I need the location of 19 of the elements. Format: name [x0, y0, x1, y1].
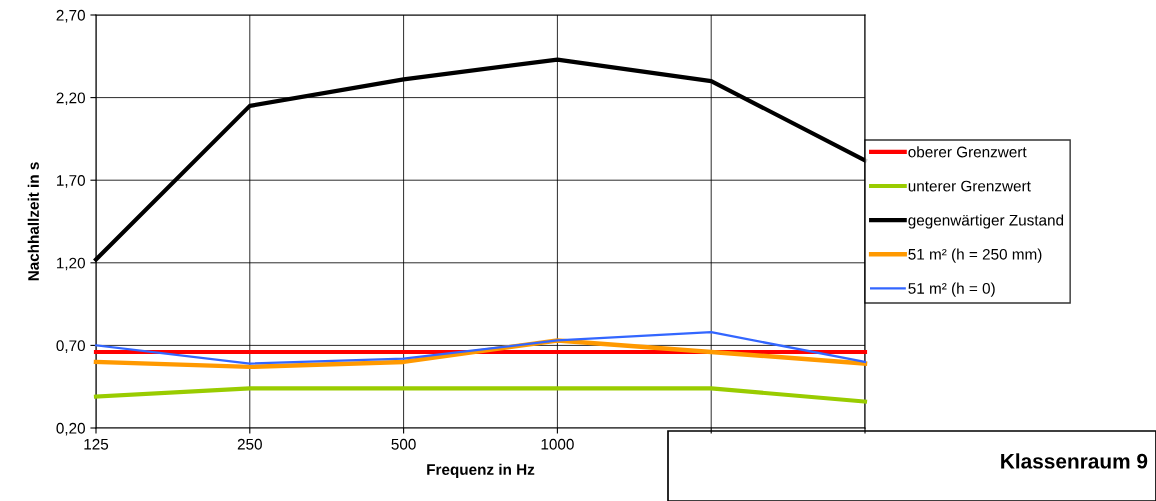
legend-label: gegenwärtiger Zustand — [908, 214, 1064, 229]
y-tick-label: 2,20 — [56, 92, 85, 106]
text: Klassenraum 9 — [1001, 453, 1148, 469]
y-tick-label: 1,20 — [57, 257, 85, 271]
y-tick-label: 0,20 — [56, 422, 85, 436]
line-series — [93, 338, 868, 370]
y-axis-title: Nachhallzeit in s — [27, 162, 39, 281]
x-axis-title: Frequenz in Hz — [427, 463, 535, 479]
y-tick-label: 0,70 — [56, 340, 85, 353]
legend-label: 51 m² (h = 0) — [908, 282, 995, 297]
x-tick-label: 125 — [84, 438, 109, 450]
x-tick-label: 500 — [391, 438, 416, 450]
legend-label: unterer Grenzwert — [908, 180, 1031, 192]
y-tick-label: 2,70 — [56, 9, 85, 23]
x-tick-label: 250 — [237, 438, 262, 450]
legend-label: oberer Grenzwert — [908, 146, 1027, 158]
x-tick-label: 1000 — [541, 438, 574, 450]
legend-label: 51 m² (h = 250 mm) — [908, 248, 1042, 263]
y-tick-label: 1,70 — [57, 175, 85, 188]
